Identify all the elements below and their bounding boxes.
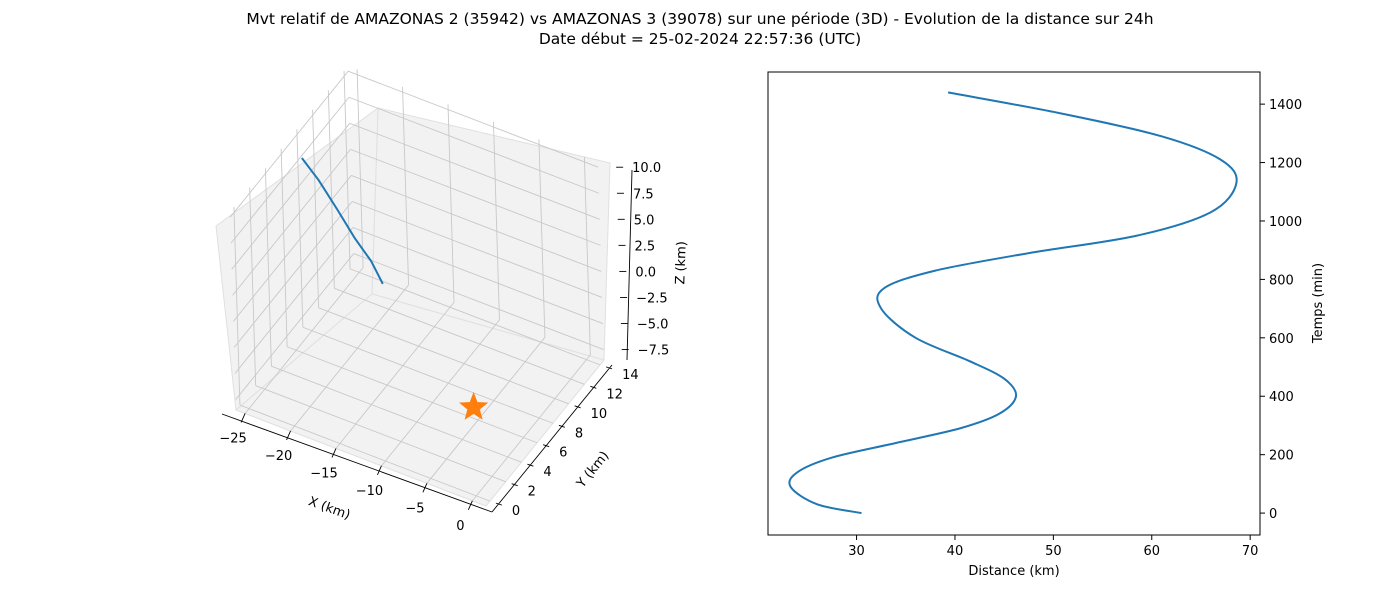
z-gridline-back	[347, 70, 599, 168]
floor-pane	[235, 293, 605, 507]
y-tick-mark	[542, 444, 550, 448]
y-tick-mark	[558, 424, 566, 428]
z-gridline-back	[351, 175, 602, 272]
z-gridline-left	[234, 227, 354, 374]
ticks-3d: −25−20−15−10−500246810121410.07.55.02.50…	[219, 161, 669, 534]
x-gridline-back	[356, 69, 364, 268]
z-gridline-back	[353, 253, 604, 350]
y-gridline-left	[249, 187, 257, 386]
x-tick-label: −10	[356, 484, 383, 499]
z-tick-label: −5.0	[637, 318, 669, 333]
y-gridline-floor	[239, 404, 491, 502]
x-axis-line	[221, 413, 493, 513]
y-gridline-floor	[349, 268, 601, 366]
z-tick-label: 0.0	[635, 265, 656, 280]
y-tick-mark	[590, 385, 597, 389]
y-tick-label: 2	[528, 485, 536, 500]
trajectory-layer	[301, 157, 489, 420]
y-tick-mark	[527, 463, 534, 467]
x-tick-mark	[240, 413, 246, 423]
z-gridline-left	[230, 96, 350, 244]
x-gridline-back	[493, 121, 500, 320]
y-tick-label: 6	[559, 446, 567, 461]
x-tick-label: −20	[265, 449, 292, 464]
z-gridline-left	[231, 123, 351, 270]
y-gridline-left	[327, 90, 335, 289]
x-tick-label: −5	[405, 501, 424, 516]
y-axis-line	[491, 364, 613, 513]
x-axis-label: X (km)	[306, 494, 352, 523]
y-gridline-floor	[302, 326, 554, 424]
z-tick-label: −2.5	[636, 291, 668, 306]
panes-3d	[215, 106, 611, 507]
z-gridline-left	[232, 149, 351, 296]
axes-3d	[221, 169, 633, 513]
y-gridline-floor	[271, 365, 522, 463]
y-tick-mark	[605, 366, 613, 370]
z-gridline-back	[349, 122, 600, 220]
y-gridline-left	[280, 148, 288, 347]
y-tick-mark	[574, 405, 581, 409]
z-tick-label: 10.0	[632, 161, 661, 176]
y-tick-mark	[495, 502, 503, 506]
z-gridline-back	[352, 227, 604, 324]
y-gridline-left	[312, 109, 320, 308]
x-tick-label: −25	[219, 431, 246, 446]
y-gridline-left	[264, 168, 272, 367]
z-tick-label: 2.5	[635, 239, 656, 254]
x-tick-mark	[467, 500, 473, 510]
y-tick-label: 8	[575, 426, 583, 441]
z-gridline-back	[350, 148, 601, 246]
z-tick-label: −7.5	[638, 344, 670, 359]
y-tick-label: 12	[606, 387, 623, 402]
y-tick-label: 4	[543, 465, 551, 480]
origin-star-marker	[458, 391, 489, 420]
y-gridline-floor	[286, 346, 538, 444]
x-gridline-back	[538, 139, 546, 338]
y-gridline-left	[343, 70, 351, 269]
y-tick-mark	[511, 483, 518, 487]
x-tick-label: −15	[310, 466, 337, 481]
x-gridline-back	[583, 156, 591, 355]
x-tick-mark	[377, 465, 382, 476]
z-gridline-left	[229, 70, 349, 218]
z-axis-label: Z (km)	[673, 241, 690, 285]
x-gridline-back	[402, 86, 409, 285]
y-tick-label: 10	[591, 407, 608, 422]
y-axis-label: Y (km)	[573, 449, 612, 492]
z-tick-label: 5.0	[634, 213, 655, 228]
y-gridline-left	[233, 207, 241, 406]
y-gridline-left	[296, 129, 304, 328]
grid-3d	[229, 69, 604, 502]
z-gridline-back	[348, 96, 600, 194]
trajectory-line	[301, 157, 384, 285]
x-tick-mark	[286, 430, 291, 441]
x-tick-mark	[331, 448, 337, 458]
y-gridline-floor	[318, 307, 569, 405]
y-gridline-floor	[334, 287, 585, 385]
z-gridline-left	[233, 201, 353, 348]
y-tick-label: 0	[512, 504, 520, 519]
x-tick-mark	[422, 483, 428, 493]
figure-subtitle: Date début = 25-02-2024 22:57:36 (UTC)	[538, 30, 862, 48]
x-gridline-back	[447, 104, 455, 303]
y-gridline-floor	[255, 385, 506, 483]
y-tick-label: 14	[622, 368, 639, 383]
z-gridline-back	[351, 201, 603, 298]
z-axis-line	[626, 169, 633, 361]
figure-title: Mvt relatif de AMAZONAS 2 (35942) vs AMA…	[246, 10, 1154, 28]
x-tick-label: 0	[456, 519, 464, 534]
z-gridline-left	[235, 253, 355, 400]
z-tick-label: 7.5	[633, 187, 654, 202]
